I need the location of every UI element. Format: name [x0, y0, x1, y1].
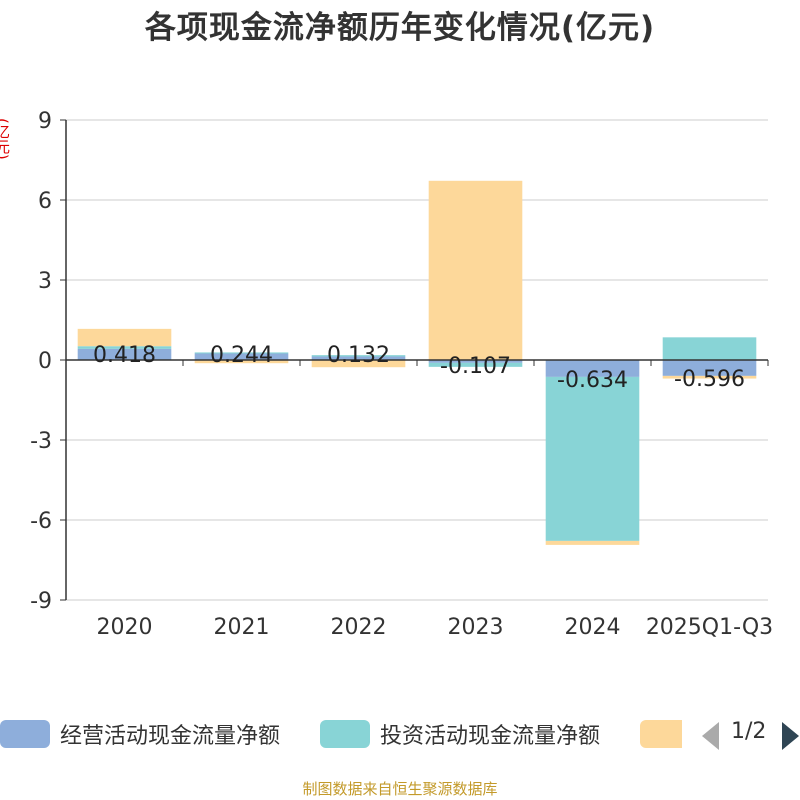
- bar-segment-2: [194, 352, 289, 354]
- legend-item-financing[interactable]: [640, 716, 682, 752]
- legend-next-page-icon[interactable]: [782, 722, 799, 750]
- data-label: -0.107: [440, 354, 511, 379]
- bar-segment-1: [545, 360, 640, 377]
- bar-segment-2: [545, 376, 640, 541]
- data-labels: 0.418 0.244 0.132 -0.107 -0.634 -0.596: [93, 343, 745, 393]
- bar-segment-2: [311, 355, 406, 357]
- y-tick-label: -9: [30, 589, 52, 614]
- source-credit: 制图数据来自恒生聚源数据库: [302, 780, 498, 798]
- bar-segment-1: [77, 348, 172, 360]
- y-tick-label: 9: [38, 109, 52, 134]
- legend-swatch-financing: [640, 720, 682, 748]
- bar-segment-3: [545, 540, 640, 545]
- data-label: 0.418: [93, 343, 156, 368]
- legend-item-operating[interactable]: 经营活动现金流量净额: [0, 716, 280, 752]
- bar-segment-2: [77, 346, 172, 349]
- legend-label-operating: 经营活动现金流量净额: [60, 724, 281, 749]
- bar-segment-3: [662, 375, 757, 379]
- x-tick-label: 2021: [214, 615, 270, 640]
- data-label: -0.596: [674, 367, 745, 392]
- y-axis-unit-label: (亿元): [0, 118, 11, 160]
- y-tick-label: -6: [30, 509, 52, 534]
- x-tick-label: 2025Q1-Q3: [646, 615, 773, 640]
- x-tick-label: 2023: [448, 615, 504, 640]
- y-tick-label: 6: [38, 189, 52, 214]
- legend-prev-page-icon[interactable]: [702, 722, 719, 750]
- x-tick-label: 2024: [565, 615, 621, 640]
- bar-segment-1: [662, 360, 757, 376]
- y-tick-label: -3: [30, 429, 52, 454]
- data-label: 0.244: [210, 343, 273, 368]
- legend-label-investing: 投资活动现金流量净额: [380, 724, 601, 749]
- x-tick-label: 2022: [331, 615, 387, 640]
- y-tick-label: 3: [38, 269, 52, 294]
- bar-segment-3: [77, 328, 172, 347]
- legend-item-investing[interactable]: 投资活动现金流量净额: [320, 716, 600, 752]
- legend-swatch-operating: [0, 720, 50, 748]
- bar-segment-3: [311, 360, 406, 368]
- bar-segment-2: [428, 362, 523, 367]
- legend: 经营活动现金流量净额 投资活动现金流量净额 1/2: [0, 716, 800, 756]
- bar-segment-3: [194, 360, 289, 364]
- bars: [77, 180, 757, 545]
- bar-segment-1: [194, 353, 289, 360]
- chart-title: 各项现金流净额历年变化情况(亿元): [144, 10, 656, 46]
- bar-segment-3: [428, 180, 523, 360]
- legend-swatch-investing: [320, 720, 370, 748]
- bar-segment-1: [428, 360, 523, 363]
- data-label: 0.132: [327, 343, 390, 368]
- x-tick-label: 2020: [97, 615, 153, 640]
- bar-segment-2: [662, 337, 757, 360]
- axes: 9 6 3 0 -3 -6 -9 2020 2021 2022 2023 2024 2025Q1-Q3: [30, 109, 773, 640]
- data-label: -0.634: [557, 368, 628, 393]
- grid-lines: [66, 119, 768, 601]
- bar-segment-1: [311, 356, 406, 360]
- y-tick-label: 0: [38, 349, 52, 374]
- legend-page-indicator: 1/2: [731, 719, 767, 744]
